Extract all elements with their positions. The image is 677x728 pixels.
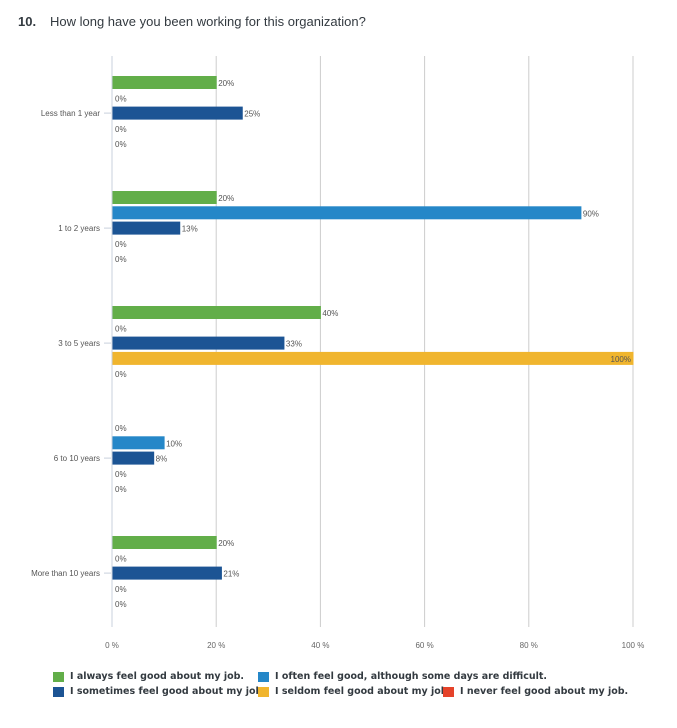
- data-label: 8%: [156, 455, 168, 464]
- category-label: 1 to 2 years: [58, 224, 100, 233]
- x-tick-label: 20 %: [207, 641, 225, 650]
- legend-item-always[interactable]: I always feel good about my job.: [53, 671, 244, 682]
- legend-item-never[interactable]: I never feel good about my job.: [443, 686, 628, 697]
- bar: [112, 451, 155, 465]
- data-label: 0%: [115, 94, 127, 103]
- legend-swatch: [53, 686, 64, 697]
- data-label: 21%: [223, 570, 239, 579]
- legend-label: I always feel good about my job.: [70, 671, 245, 682]
- bar: [112, 306, 321, 319]
- legend-swatch: [53, 671, 64, 682]
- bar-chart: 0 % 20 % 40 % 60 % 80 % 100 % Less than 1 year…: [31, 56, 645, 650]
- data-label: 0%: [115, 125, 127, 134]
- x-tick-label: 80 %: [520, 641, 538, 650]
- data-label: 0%: [115, 240, 127, 249]
- data-label: 20%: [218, 194, 234, 203]
- bar: [112, 191, 217, 204]
- data-label: 0%: [115, 470, 127, 479]
- data-label: 25%: [244, 110, 260, 119]
- data-label: 0%: [115, 485, 127, 494]
- question-text: How long have you been working for this …: [50, 14, 366, 29]
- data-label: 100%: [611, 355, 631, 364]
- data-label: 40%: [322, 309, 338, 318]
- legend-swatch: [258, 671, 269, 682]
- data-label: 20%: [218, 539, 234, 548]
- bar: [112, 221, 181, 235]
- data-label: 90%: [583, 209, 599, 218]
- data-label: 0%: [115, 255, 127, 264]
- legend-item-seldom[interactable]: I seldom feel good about my job.: [258, 686, 451, 697]
- x-tick-label: 100 %: [622, 641, 645, 650]
- category-label: 6 to 10 years: [54, 454, 100, 463]
- legend-item-often[interactable]: I often feel good, although some days ar…: [258, 671, 547, 682]
- data-label: 0%: [115, 324, 127, 333]
- data-label: 0%: [115, 424, 127, 433]
- data-label: 0%: [115, 370, 127, 379]
- x-tick-label: 60 %: [415, 641, 433, 650]
- category-label: More than 10 years: [31, 569, 100, 578]
- legend-item-sometimes[interactable]: I sometimes feel good about my job.: [53, 686, 266, 697]
- legend-label: I seldom feel good about my job.: [275, 686, 452, 697]
- data-label: 13%: [182, 225, 198, 234]
- data-label: 0%: [115, 140, 127, 149]
- bar: [112, 206, 582, 220]
- legend-label: I often feel good, although some days ar…: [275, 671, 548, 682]
- data-label: 20%: [218, 79, 234, 88]
- bar: [112, 436, 165, 450]
- bar: [112, 566, 222, 580]
- data-label: 0%: [115, 554, 127, 563]
- legend-swatch: [443, 686, 454, 697]
- x-tick-label: 40 %: [311, 641, 329, 650]
- bar: [112, 76, 217, 89]
- bar: [112, 336, 285, 350]
- category-label: 3 to 5 years: [58, 339, 100, 348]
- question-number: 10.: [18, 14, 37, 29]
- data-label: 10%: [166, 439, 182, 448]
- data-label: 0%: [115, 585, 127, 594]
- data-label: 0%: [115, 600, 127, 609]
- bar: [112, 106, 243, 120]
- data-label: 33%: [286, 340, 302, 349]
- legend-swatch: [258, 686, 269, 697]
- bar: [112, 351, 634, 365]
- legend-label: I sometimes feel good about my job.: [70, 686, 266, 697]
- bar: [112, 536, 217, 549]
- category-label: Less than 1 year: [41, 109, 100, 118]
- legend-label: I never feel good about my job.: [460, 686, 629, 697]
- x-tick-label: 0 %: [105, 641, 119, 650]
